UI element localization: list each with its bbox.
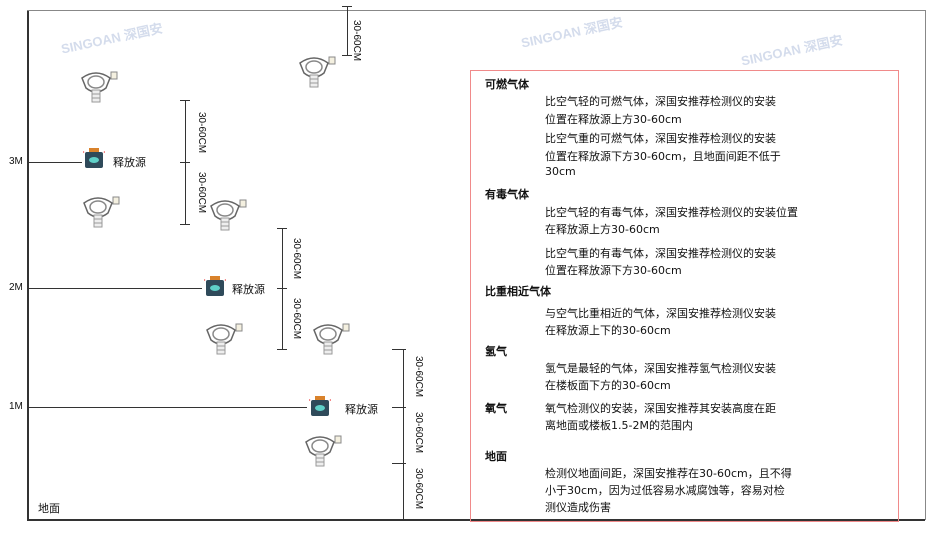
dimension-tick (180, 100, 190, 101)
dimension-tick (392, 463, 406, 464)
note-heading-similar-density: 比重相近气体 (485, 285, 551, 298)
note-text: 比空气轻的有毒气体，深国安推荐检测仪的安装位置 (545, 206, 798, 219)
notes-panel (470, 70, 899, 522)
dimension-label: 30-60CM (413, 412, 424, 454)
level-2m-label: 2M (9, 282, 23, 293)
release-source-icon-2m (204, 276, 226, 296)
note-text: 比空气重的可燃气体，深国安推荐检测仪的安装 (545, 132, 776, 145)
note-text: 离地面或楼板1.5-2M的范围内 (545, 419, 693, 432)
dimension-tick (342, 6, 352, 7)
note-text: 在释放源上方30-60cm (545, 223, 660, 236)
note-text: 位置在释放源上方30-60cm (545, 113, 682, 126)
note-heading-ground: 地面 (485, 450, 507, 463)
dimension-tick (180, 162, 190, 163)
dimension-label: 30-60CM (413, 356, 424, 398)
gas-detector-icon (310, 322, 350, 358)
level-1m-label: 1M (9, 401, 23, 412)
gas-detector-icon (302, 434, 342, 470)
watermark: SINGOAN 深国安 (739, 32, 844, 69)
note-text: 比空气轻的可燃气体，深国安推荐检测仪的安装 (545, 95, 776, 108)
dimension-line (282, 228, 283, 350)
note-text: 在释放源上下的30-60cm (545, 324, 671, 337)
gas-detector-icon (80, 195, 120, 231)
level-3m-label: 3M (9, 156, 23, 167)
dimension-label: 30-60CM (291, 238, 302, 280)
note-text: 氢气是最轻的气体，深国安推荐氢气检测仪安装 (545, 362, 776, 375)
level-1m-line (27, 407, 307, 408)
note-text: 与空气比重相近的气体，深国安推荐检测仪安装 (545, 307, 776, 320)
release-source-label-2m: 释放源 (232, 283, 265, 296)
release-source-icon-1m (309, 396, 331, 416)
dimension-tick (392, 349, 406, 350)
wall-line (27, 10, 29, 520)
note-heading-hydrogen: 氢气 (485, 345, 507, 358)
note-text: 小于30cm，因为过低容易水减腐蚀等，容易对检 (545, 484, 785, 497)
dimension-tick (277, 288, 287, 289)
level-3m-line (27, 162, 82, 163)
dimension-label: 30-60CM (196, 112, 207, 154)
floor-line (27, 519, 925, 521)
note-text: 30cm (545, 165, 576, 178)
dimension-tick (277, 228, 287, 229)
dimension-tick (180, 224, 190, 225)
watermark: SINGOAN 深国安 (59, 20, 164, 57)
gas-detector-icon (207, 198, 247, 234)
dimension-line (403, 349, 404, 520)
ground-label: 地面 (38, 502, 60, 515)
dimension-label: 30-60CM (413, 468, 424, 510)
dimension-tick (392, 407, 406, 408)
note-heading-combustible: 可燃气体 (485, 78, 529, 91)
note-text: 在楼板面下方的30-60cm (545, 379, 671, 392)
watermark: SINGOAN 深国安 (519, 14, 624, 51)
note-text: 比空气重的有毒气体，深国安推荐检测仪的安装 (545, 247, 776, 260)
gas-detector-icon (296, 55, 336, 91)
dimension-label: 30-60CM (291, 298, 302, 340)
right-border (925, 10, 926, 520)
dimension-line (347, 6, 348, 56)
dimension-tick (342, 55, 352, 56)
release-source-label-1m: 释放源 (345, 403, 378, 416)
level-2m-line (27, 288, 202, 289)
note-heading-oxygen: 氧气 (485, 402, 507, 415)
note-text: 氧气检测仪的安装，深国安推荐其安装高度在距 (545, 402, 776, 415)
release-source-label-3m: 释放源 (113, 156, 146, 169)
dimension-label: 30-60CM (351, 20, 362, 62)
note-text: 位置在释放源下方30-60cm (545, 264, 682, 277)
note-heading-toxic: 有毒气体 (485, 188, 529, 201)
gas-detector-icon (203, 322, 243, 358)
note-text: 检测仪地面间距，深国安推荐在30-60cm，且不得 (545, 467, 792, 480)
note-text: 位置在释放源下方30-60cm，且地面间距不低于 (545, 150, 781, 163)
dimension-label: 30-60CM (196, 172, 207, 214)
release-source-icon-3m (83, 148, 105, 168)
dimension-tick (277, 349, 287, 350)
ceiling-line (27, 10, 925, 11)
gas-detector-icon (78, 70, 118, 106)
note-text: 测仪造成伤害 (545, 501, 611, 514)
